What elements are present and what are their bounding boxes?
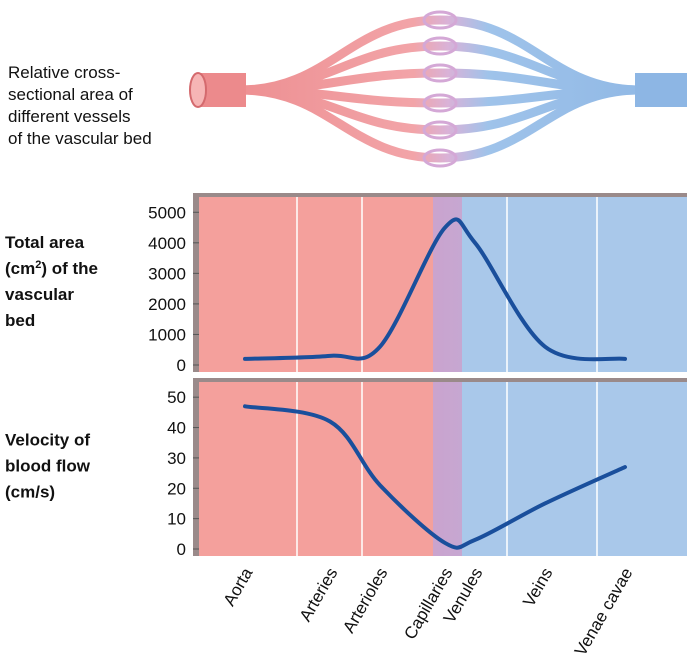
x-tick-label: Venae cavae [571, 565, 637, 660]
y-tick-label: 40 [167, 419, 186, 438]
caption-line: different vessels [8, 107, 131, 126]
caption-line: sectional area of [8, 85, 133, 104]
y-axis-label-part: 2 [35, 259, 41, 271]
capillary-beds [422, 10, 458, 168]
vessel-illustration [235, 15, 645, 163]
caption-line: Relative cross- [8, 63, 120, 82]
zone-dividers [296, 193, 598, 556]
y-axis-label: (cm/s) [5, 483, 55, 502]
illustration-caption: Relative cross-sectional area of differen… [8, 63, 152, 148]
aorta-opening [189, 72, 207, 108]
panel-frames [193, 193, 687, 556]
y-axis-label-part: (cm [5, 259, 35, 278]
y-axis-label: Total area [5, 233, 85, 252]
x-tick-label: Arterioles [339, 565, 391, 637]
y-axis-label: vascular [5, 285, 74, 304]
y-axis-label: bed [5, 311, 35, 330]
y-tick-label: 0 [177, 540, 186, 559]
y-tick-label: 10 [167, 510, 186, 529]
x-tick-label: Veins [519, 565, 556, 611]
y-tick-label: 1000 [148, 325, 186, 344]
y-tick-label: 30 [167, 449, 186, 468]
y-axis-label: (cm2) of the [5, 259, 98, 278]
x-tick-label: Aorta [220, 564, 257, 609]
y-tick-label: 20 [167, 479, 186, 498]
venous-zone [462, 193, 687, 372]
y-tick-label: 3000 [148, 264, 186, 283]
y-tick-label: 0 [177, 356, 186, 375]
y-axis-label: Velocity of [5, 431, 90, 450]
vena-cava-tube [635, 73, 687, 107]
arterial-zone [193, 193, 433, 372]
data-line [243, 404, 627, 550]
y-axis-label: blood flow [5, 457, 91, 476]
caption-line: of the vascular bed [8, 129, 152, 148]
y-axis-label-part: ) of the [41, 259, 98, 278]
data-line [243, 217, 627, 362]
y-tick-label: 50 [167, 388, 186, 407]
arterial-zone [193, 378, 433, 556]
y-tick-label: 4000 [148, 234, 186, 253]
y-tick-label: 2000 [148, 295, 186, 314]
y-tick-label: 5000 [148, 203, 186, 222]
x-tick-label: Arteries [296, 565, 342, 625]
